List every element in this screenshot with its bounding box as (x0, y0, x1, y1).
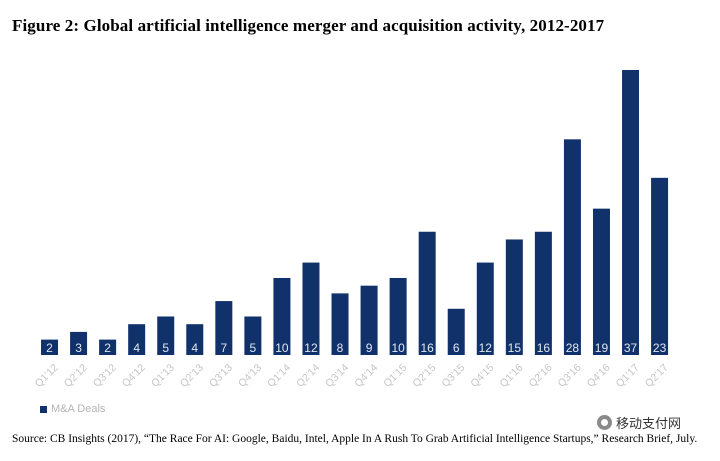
bar-Q2'17 (651, 177, 669, 355)
data-label: 23 (653, 341, 667, 355)
bar-Q1'15 (389, 277, 407, 355)
data-label: 37 (624, 341, 638, 355)
bar-Q2'16 (534, 231, 552, 355)
x-tick-label: Q4'16 (585, 362, 613, 390)
x-tick-label: Q1'15 (381, 362, 409, 390)
data-label: 10 (275, 341, 289, 355)
x-tick-label: Q3'13 (207, 362, 235, 390)
legend-swatch (40, 405, 47, 413)
x-tick-label: Q1'13 (149, 362, 177, 390)
bar-Q1'17 (622, 70, 640, 355)
data-label: 6 (453, 341, 460, 355)
data-label: 16 (537, 341, 551, 355)
x-tick-label: Q4'14 (352, 362, 380, 390)
legend: M&A Deals (40, 403, 105, 415)
source-note: Source: CB Insights (2017), “The Race Fo… (12, 433, 698, 445)
watermark-text: 移动支付网 (616, 417, 682, 432)
bar-chart: 2 Q1'12 3 Q2'12 2 Q3'12 4 Q4'12 5 Q1'13 4 Q2'13 7 Q3'… (33, 70, 671, 390)
bar-Q4'16 (592, 208, 610, 355)
bar-Q4'12 (128, 324, 146, 355)
bar-Q3'13 (215, 301, 233, 355)
bar-Q3'16 (563, 139, 581, 355)
bar-Q2'15 (418, 231, 436, 355)
bar-Q1'16 (505, 239, 523, 355)
data-label: 5 (162, 341, 169, 355)
chart-title: Figure 2: Global artificial intelligence… (12, 16, 605, 35)
data-label: 5 (250, 341, 257, 355)
x-tick-label: Q2'12 (62, 362, 90, 390)
x-tick-label: Q2'16 (527, 362, 555, 390)
data-label: 12 (304, 341, 318, 355)
x-tick-label: Q2'17 (643, 362, 671, 390)
data-label: 2 (46, 341, 53, 355)
data-label: 3 (75, 341, 82, 355)
x-tick-label: Q1'17 (614, 362, 642, 390)
bar-Q4'14 (360, 285, 378, 355)
bar-Q2'13 (186, 324, 204, 355)
bar-Q4'13 (244, 316, 262, 355)
data-label: 12 (479, 341, 493, 355)
x-tick-label: Q2'14 (294, 362, 322, 390)
bar-Q1'12 (41, 339, 59, 355)
data-label: 28 (566, 341, 580, 355)
x-tick-label: Q1'12 (33, 362, 61, 390)
bar-Q3'12 (99, 339, 117, 355)
data-label: 4 (133, 341, 140, 355)
x-tick-label: Q4'15 (468, 362, 496, 390)
bar-Q2'12 (70, 331, 88, 355)
data-label: 16 (420, 341, 434, 355)
x-tick-label: Q3'12 (91, 362, 119, 390)
legend-label: M&A Deals (51, 403, 106, 415)
bar-Q1'14 (273, 277, 291, 355)
x-tick-label: Q4'13 (236, 362, 264, 390)
bar-Q3'14 (331, 293, 349, 355)
wechat-icon (597, 415, 612, 430)
x-tick-label: Q2'15 (410, 362, 438, 390)
x-tick-label: Q1'16 (497, 362, 525, 390)
data-label: 19 (595, 341, 609, 355)
bar-Q1'13 (157, 316, 175, 355)
data-label: 9 (366, 341, 373, 355)
x-tick-label: Q3'14 (323, 362, 351, 390)
bar-Q4'15 (476, 262, 494, 355)
x-tick-label: Q4'12 (120, 362, 148, 390)
x-tick-label: Q3'16 (556, 362, 584, 390)
data-label: 4 (191, 341, 198, 355)
data-label: 2 (104, 341, 111, 355)
bar-Q2'14 (302, 262, 320, 355)
watermark: 移动支付网 (594, 412, 685, 433)
data-label: 15 (508, 341, 522, 355)
data-label: 10 (391, 341, 405, 355)
data-label: 8 (337, 341, 344, 355)
x-tick-label: Q3'15 (439, 362, 467, 390)
data-label: 7 (220, 341, 227, 355)
x-tick-label: Q2'13 (178, 362, 206, 390)
bar-Q3'15 (447, 308, 465, 355)
x-tick-label: Q1'14 (265, 362, 293, 390)
